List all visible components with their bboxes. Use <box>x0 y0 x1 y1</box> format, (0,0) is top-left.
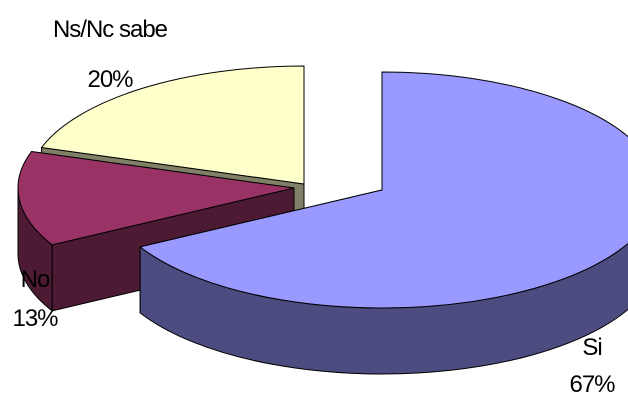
label-si: Si 67% <box>560 336 624 397</box>
label-no: No 13% <box>0 268 70 331</box>
label-ns-nc-sabe: Ns/Nc sabe 20% <box>40 18 180 92</box>
slice-label-name: Ns/Nc sabe <box>52 16 168 43</box>
slice-top-no <box>17 151 295 246</box>
slice-label-value: 13% <box>12 305 58 332</box>
slice-label-name: Si <box>582 334 602 361</box>
slice-label-value: 67% <box>569 371 615 398</box>
slice-label-name: No <box>20 266 51 293</box>
slice-label-value: 20% <box>87 66 133 93</box>
slice-top-si <box>139 71 628 309</box>
slice-top-ns-nc-sabe <box>40 65 305 185</box>
